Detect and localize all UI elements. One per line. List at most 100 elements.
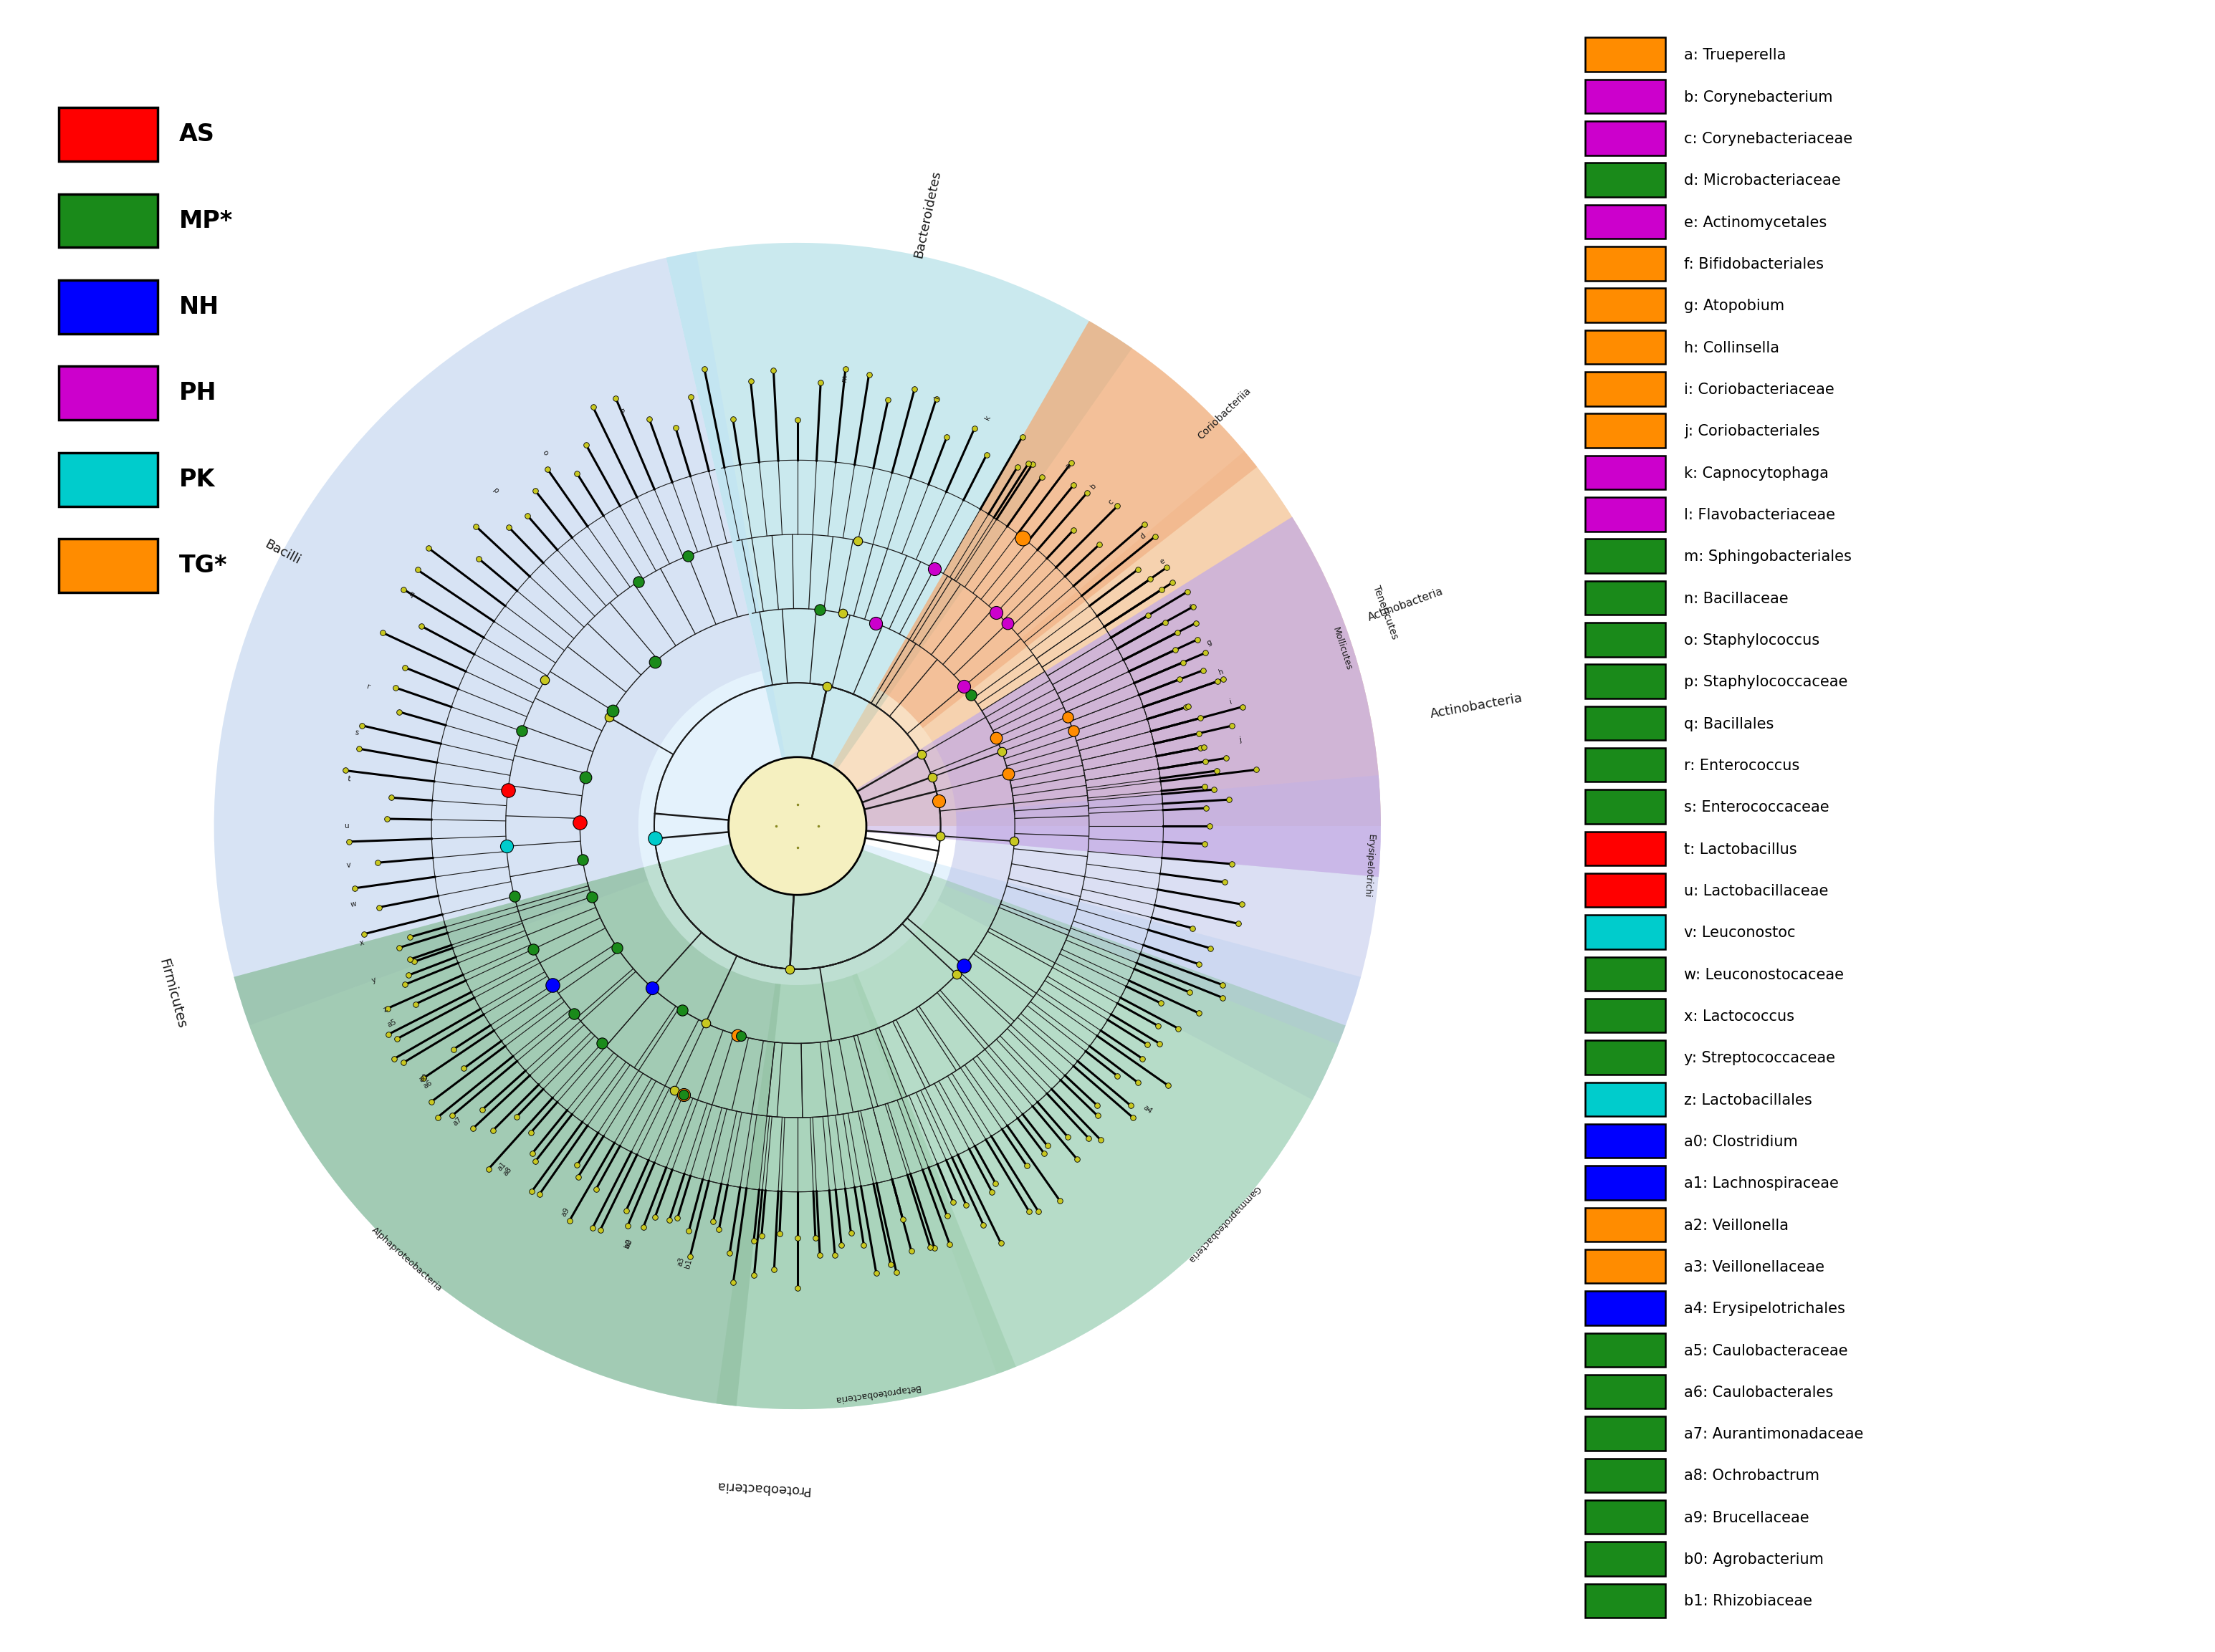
- Text: b0: Agrobacterium: b0: Agrobacterium: [1683, 1553, 1823, 1566]
- Text: w: Leuconostocaceae: w: Leuconostocaceae: [1683, 968, 1845, 981]
- Text: Bacteroidetes: Bacteroidetes: [913, 169, 944, 259]
- FancyBboxPatch shape: [1586, 1459, 1666, 1492]
- Text: h: h: [1218, 667, 1225, 676]
- FancyBboxPatch shape: [1586, 664, 1666, 699]
- Wedge shape: [715, 973, 1017, 1409]
- Text: a3: a3: [676, 1256, 684, 1267]
- FancyBboxPatch shape: [1586, 1541, 1666, 1576]
- Text: a9: Brucellaceae: a9: Brucellaceae: [1683, 1510, 1810, 1525]
- FancyBboxPatch shape: [1586, 38, 1666, 71]
- Text: MP*: MP*: [179, 208, 233, 233]
- FancyBboxPatch shape: [1586, 1123, 1666, 1158]
- Text: f: Bifidobacteriales: f: Bifidobacteriales: [1683, 258, 1823, 271]
- Text: Bacilli: Bacilli: [261, 537, 301, 567]
- Text: b1: Rhizobiaceae: b1: Rhizobiaceae: [1683, 1594, 1812, 1609]
- Wedge shape: [235, 826, 1345, 1409]
- Text: g: Atopobium: g: Atopobium: [1683, 299, 1785, 314]
- Text: a4: a4: [1143, 1104, 1154, 1115]
- Text: j: Coriobacteriales: j: Coriobacteriales: [1683, 425, 1821, 439]
- Text: p: p: [492, 487, 501, 496]
- FancyBboxPatch shape: [1586, 1374, 1666, 1409]
- Text: a: Trueperella: a: Trueperella: [1683, 48, 1785, 63]
- Text: a: a: [1065, 463, 1072, 471]
- Wedge shape: [215, 258, 762, 1026]
- FancyBboxPatch shape: [1586, 915, 1666, 950]
- Text: s: s: [354, 729, 359, 737]
- FancyBboxPatch shape: [1586, 164, 1666, 197]
- Text: Proteobacteria: Proteobacteria: [715, 1479, 811, 1497]
- Text: u: Lactobacillaceae: u: Lactobacillaceae: [1683, 884, 1830, 899]
- Text: y: Streptococcaceae: y: Streptococcaceae: [1683, 1051, 1836, 1066]
- Text: l: Flavobacteriaceae: l: Flavobacteriaceae: [1683, 507, 1836, 522]
- FancyBboxPatch shape: [1586, 413, 1666, 448]
- Text: m: Sphingobacteriales: m: Sphingobacteriales: [1683, 550, 1852, 563]
- Text: a9: a9: [560, 1206, 571, 1218]
- Text: n: Bacillaceae: n: Bacillaceae: [1683, 591, 1790, 606]
- Text: u: u: [343, 823, 350, 829]
- Wedge shape: [853, 885, 1338, 1374]
- Text: Coriobacteriia: Coriobacteriia: [1196, 385, 1254, 441]
- Text: o: o: [540, 448, 549, 456]
- Text: b: b: [1090, 482, 1096, 491]
- FancyBboxPatch shape: [1586, 456, 1666, 489]
- FancyBboxPatch shape: [1586, 582, 1666, 615]
- FancyBboxPatch shape: [1586, 957, 1666, 991]
- FancyBboxPatch shape: [58, 281, 157, 334]
- Text: b1: b1: [684, 1257, 693, 1269]
- Text: d: d: [1139, 532, 1147, 540]
- FancyBboxPatch shape: [1586, 205, 1666, 238]
- Text: Firmicutes: Firmicutes: [157, 957, 188, 1029]
- FancyBboxPatch shape: [58, 539, 157, 593]
- Text: e: e: [1158, 557, 1165, 565]
- Text: i: i: [1229, 699, 1234, 705]
- Text: w: w: [350, 900, 357, 909]
- Wedge shape: [877, 320, 1258, 729]
- FancyBboxPatch shape: [1586, 289, 1666, 322]
- Text: PK: PK: [179, 468, 215, 491]
- FancyBboxPatch shape: [1586, 1416, 1666, 1450]
- Text: i: Coriobacteriaceae: i: Coriobacteriaceae: [1683, 383, 1834, 396]
- Text: q: q: [408, 590, 414, 598]
- FancyBboxPatch shape: [1586, 1041, 1666, 1074]
- Text: g: g: [1205, 638, 1214, 648]
- Text: c: c: [1108, 497, 1114, 506]
- FancyBboxPatch shape: [1586, 121, 1666, 155]
- Text: Actinobacteria: Actinobacteria: [1429, 692, 1524, 720]
- FancyBboxPatch shape: [1586, 1166, 1666, 1199]
- Wedge shape: [797, 517, 1380, 877]
- FancyBboxPatch shape: [1586, 1208, 1666, 1242]
- Text: x: x: [359, 938, 365, 947]
- Text: a6: Caulobacterales: a6: Caulobacterales: [1683, 1386, 1834, 1399]
- Text: Betaproteobacteria: Betaproteobacteria: [833, 1383, 921, 1404]
- Text: m: m: [839, 373, 848, 382]
- Text: Actinobacteria: Actinobacteria: [1367, 586, 1444, 623]
- Text: c: Corynebacteriaceae: c: Corynebacteriaceae: [1683, 132, 1852, 145]
- Text: d: Microbacteriaceae: d: Microbacteriaceae: [1683, 173, 1841, 188]
- Text: v: Leuconostoc: v: Leuconostoc: [1683, 925, 1796, 940]
- Text: a8: Ochrobactrum: a8: Ochrobactrum: [1683, 1469, 1821, 1483]
- Text: a6: a6: [423, 1079, 434, 1090]
- FancyBboxPatch shape: [1586, 1082, 1666, 1117]
- FancyBboxPatch shape: [1586, 790, 1666, 824]
- FancyBboxPatch shape: [1586, 999, 1666, 1032]
- Text: Alphaproteobacteria: Alphaproteobacteria: [370, 1226, 445, 1294]
- Wedge shape: [667, 243, 1132, 826]
- FancyBboxPatch shape: [1586, 1333, 1666, 1366]
- Text: a4: Erysipelotrichales: a4: Erysipelotrichales: [1683, 1302, 1845, 1317]
- Text: a8: a8: [503, 1165, 514, 1178]
- Text: x: Lactococcus: x: Lactococcus: [1683, 1009, 1794, 1024]
- FancyBboxPatch shape: [1586, 79, 1666, 114]
- Text: b0: b0: [622, 1237, 633, 1249]
- FancyBboxPatch shape: [1586, 1292, 1666, 1325]
- Text: a0: Clostridium: a0: Clostridium: [1683, 1135, 1799, 1150]
- Text: z: z: [383, 1004, 390, 1013]
- Text: Erysipelotrichi: Erysipelotrichi: [1362, 834, 1376, 899]
- FancyBboxPatch shape: [1586, 372, 1666, 406]
- Text: NH: NH: [179, 296, 219, 319]
- Text: l: l: [933, 395, 941, 400]
- Text: y: y: [370, 976, 377, 985]
- Text: Gammaproteobacteria: Gammaproteobacteria: [1185, 1183, 1263, 1264]
- Wedge shape: [919, 451, 1380, 826]
- FancyBboxPatch shape: [1586, 748, 1666, 781]
- Text: a7: a7: [452, 1115, 463, 1127]
